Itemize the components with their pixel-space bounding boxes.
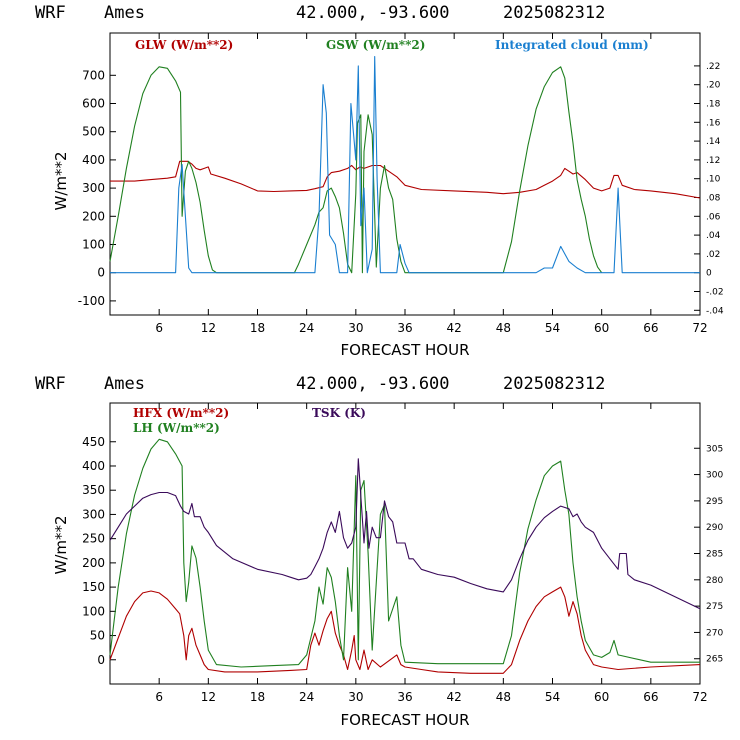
chart1-series-group <box>109 55 701 274</box>
chart2-y2tick-label: 270 <box>706 628 723 638</box>
chart2-xtick-label: 54 <box>545 690 560 704</box>
chart1-y2tick-label: -.04 <box>706 306 724 316</box>
chart1-ytick-label: 100 <box>82 238 105 252</box>
chart1-y2tick-label: -.02 <box>706 288 724 298</box>
chart2-y2tick-label: 300 <box>706 471 723 481</box>
chart2-ytick-label: 100 <box>82 604 105 618</box>
chart2-ytick-label: 150 <box>82 580 105 594</box>
chart1-ytick-label: 700 <box>82 68 105 82</box>
chart2-y2tick-label: 295 <box>706 497 723 507</box>
chart1-xtick-label: 60 <box>594 321 609 335</box>
chart1-y2tick-label: .06 <box>706 212 721 222</box>
chart2-y2tick-label: 290 <box>706 523 723 533</box>
chart1-y2tick-label: .16 <box>706 118 721 128</box>
chart1-series-gsw-line <box>109 66 603 274</box>
chart2-y2tick-label: 305 <box>706 444 723 454</box>
chart2-ytick-label: 350 <box>82 483 105 497</box>
chart1-y2tick-label: .18 <box>706 100 721 110</box>
chart2-series-lh-line <box>109 438 700 668</box>
chart1-ytick-label: 400 <box>82 153 105 167</box>
chart1-legend-glw: GLW (W/m**2) <box>135 38 233 52</box>
chart1-y2tick-label: 0 <box>706 269 712 279</box>
chart1-series-integrated-line <box>110 55 700 274</box>
chart1-y2tick-label: .20 <box>706 81 721 91</box>
chart2-legend-tsk: TSK (K) <box>312 406 366 420</box>
chart2-x-axis-label: FORECAST HOUR <box>340 711 469 729</box>
chart1-xtick-label: 48 <box>496 321 511 335</box>
chart1-ytick-label: 0 <box>97 266 105 280</box>
chart1-xtick-label: 42 <box>447 321 462 335</box>
chart2-xtick-label: 42 <box>447 690 462 704</box>
chart2-xtick-label: 60 <box>594 690 609 704</box>
chart1-legend-cloud: Integrated cloud (mm) <box>495 38 649 52</box>
chart2-legend-lh: LH (W/m**2) <box>133 421 220 435</box>
chart2-ytick-label: 200 <box>82 556 105 570</box>
chart2-xtick-label: 6 <box>155 690 163 704</box>
chart1-ytick-label: -100 <box>78 294 105 308</box>
chart2-y2tick-label: 275 <box>706 602 723 612</box>
chart1-coords: 42.000, -93.600 <box>296 3 450 23</box>
chart1-series-glw-line <box>110 160 701 199</box>
chart2-y2tick-label: 280 <box>706 576 723 586</box>
chart2-ytick-label: 300 <box>82 507 105 521</box>
chart1-y2tick-label: .14 <box>706 137 721 147</box>
chart2-legend-hfx: HFX (W/m**2) <box>133 406 229 420</box>
chart1-ytick-label: 600 <box>82 97 105 111</box>
chart1-date: 2025082312 <box>503 3 605 23</box>
chart1-y2tick-label: .04 <box>706 231 721 241</box>
chart1-x-axis-label: FORECAST HOUR <box>340 341 469 359</box>
chart1-xtick-label: 72 <box>692 321 707 335</box>
chart1-place: Ames <box>104 3 145 23</box>
chart1-xtick-label: 12 <box>201 321 216 335</box>
chart1-xtick-label: 30 <box>348 321 363 335</box>
chart2-model: WRF <box>35 374 66 394</box>
chart2-ytick-label: 250 <box>82 532 105 546</box>
chart1-xtick-label: 66 <box>643 321 658 335</box>
chart1-y2tick-label: .02 <box>706 250 720 260</box>
chart2-y2tick-label: 285 <box>706 549 723 559</box>
chart-fluxes-skin-temp: WRF Ames 42.000, -93.600 2025082312 6 12 1… <box>35 374 723 729</box>
chart1-y2tick-label: .12 <box>706 156 720 166</box>
chart1-xtick-label: 6 <box>155 321 163 335</box>
chart1-model: WRF <box>35 3 66 23</box>
chart2-xtick-label: 18 <box>250 690 265 704</box>
chart1-y2tick-label: .08 <box>706 194 721 204</box>
chart1-y-axis-label: W/m**2 <box>52 151 70 210</box>
chart2-xtick-label: 36 <box>397 690 412 704</box>
chart1-ytick-label: 300 <box>82 181 105 195</box>
chart1-xtick-label: 36 <box>397 321 412 335</box>
chart2-ytick-label: 450 <box>82 435 105 449</box>
chart2-ytick-label: 50 <box>90 629 105 643</box>
chart2-xtick-label: 12 <box>201 690 216 704</box>
chart2-tick-marks: 6 12 18 24 30 36 42 48 54 60 66 72 0 50 100 150 200 250 30… <box>82 403 723 704</box>
chart2-ytick-label: 0 <box>97 653 105 667</box>
chart1-ytick-label: 500 <box>82 125 105 139</box>
chart1-y2tick-label: .22 <box>706 62 720 72</box>
chart2-ytick-label: 400 <box>82 459 105 473</box>
chart1-xtick-label: 24 <box>299 321 314 335</box>
chart2-y-axis-label: W/m**2 <box>52 515 70 574</box>
chart1-y2tick-label: .10 <box>706 175 721 185</box>
chart1-legend-gsw: GSW (W/m**2) <box>326 38 425 52</box>
chart2-series-hfx-line <box>109 586 701 674</box>
chart2-xtick-label: 48 <box>496 690 511 704</box>
chart-radiation-cloud: WRF Ames 42.000, -93.600 2025082312 6 12 1… <box>35 3 724 359</box>
chart2-xtick-label: 30 <box>348 690 363 704</box>
chart2-date: 2025082312 <box>503 374 605 394</box>
chart2-coords: 42.000, -93.600 <box>296 374 450 394</box>
chart1-tick-marks: 6 12 18 24 30 36 42 48 54 60 66 72 -100 0 100 200 300 400… <box>78 33 724 335</box>
chart2-xtick-label: 24 <box>299 690 314 704</box>
chart2-series-group <box>109 438 701 674</box>
chart2-series-tsk-line <box>109 458 701 610</box>
chart2-xtick-label: 72 <box>692 690 707 704</box>
chart2-place: Ames <box>104 374 145 394</box>
chart2-y2tick-label: 265 <box>706 655 723 665</box>
chart1-xtick-label: 18 <box>250 321 265 335</box>
chart1-xtick-label: 54 <box>545 321 560 335</box>
chart2-xtick-label: 66 <box>643 690 658 704</box>
chart1-ytick-label: 200 <box>82 209 105 223</box>
